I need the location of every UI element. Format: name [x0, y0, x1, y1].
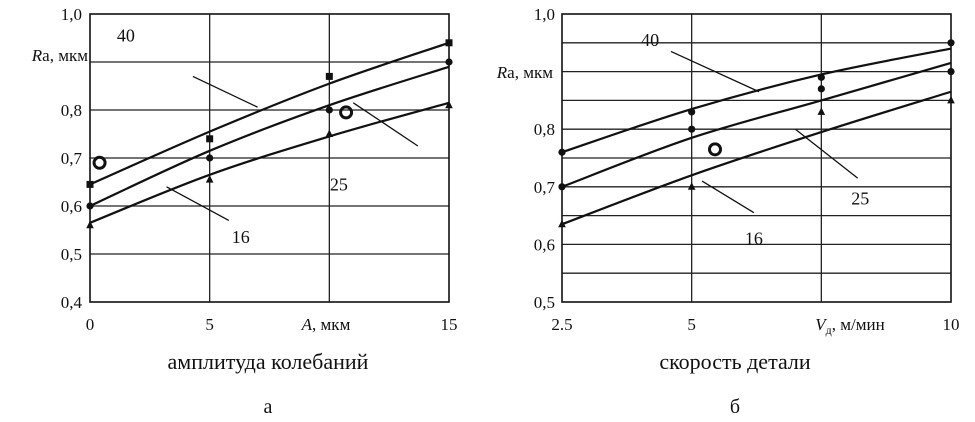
data-point-circle	[325, 106, 333, 114]
y-tick-label: 1,0	[534, 5, 555, 24]
data-point-circle	[558, 183, 566, 191]
y-tick-label: 0,6	[61, 197, 82, 216]
data-point-circle	[86, 202, 94, 210]
y-axis-label-italic: R	[496, 63, 508, 82]
curve-label: 25	[851, 188, 869, 208]
series-line-25	[89, 65, 450, 207]
data-point-triangle	[445, 100, 453, 109]
y-tick-label: 1,0	[61, 5, 82, 24]
leader-line	[192, 75, 258, 108]
leader-line	[670, 50, 760, 93]
leader-line	[701, 180, 755, 214]
leader-line	[166, 186, 230, 221]
plot-frame	[561, 13, 952, 303]
series-line-40	[89, 41, 450, 186]
data-point-circle	[688, 108, 696, 116]
open-circle-marker	[708, 142, 723, 157]
y-axis-label-rest: a, мкм	[42, 46, 88, 65]
y-tick-label: 0,8	[534, 120, 555, 139]
data-point-square	[325, 72, 333, 80]
y-tick-label: 0,7	[61, 149, 83, 168]
curve-label: 25	[330, 174, 348, 194]
x-tick-label: 10	[943, 315, 960, 334]
data-point-triangle	[817, 107, 826, 115]
leader-line	[794, 128, 859, 179]
curve-label: 40	[641, 30, 659, 50]
y-axis-label-rest: a, мкм	[507, 63, 553, 82]
data-point-triangle	[558, 219, 566, 228]
data-point-triangle	[947, 95, 955, 104]
panel-label: б	[730, 396, 740, 418]
series-line-16	[89, 101, 450, 224]
data-point-circle	[206, 154, 214, 162]
series-line-25	[561, 61, 952, 188]
x-axis-label: A, мкм	[301, 315, 351, 334]
x-tick-label: 5	[205, 315, 214, 334]
leader-line	[352, 102, 419, 147]
y-tick-label: 0,5	[534, 293, 555, 312]
plot-frame	[89, 13, 450, 303]
x-tick-label: 5	[687, 315, 696, 334]
x-tick-label: 2.5	[551, 315, 572, 334]
data-point-circle	[558, 148, 566, 156]
curve-label: 40	[117, 26, 135, 46]
open-circle-marker	[92, 155, 107, 170]
x-axis-label-subscript: д	[826, 323, 832, 337]
data-point-circle	[817, 85, 825, 93]
data-point-triangle	[205, 175, 214, 183]
chart-caption: амплитуда колебаний	[168, 349, 369, 374]
y-axis-label-italic: R	[31, 46, 43, 65]
data-point-circle	[947, 68, 955, 76]
y-tick-label: 0,5	[61, 245, 82, 264]
chart-caption: скорость детали	[659, 349, 811, 374]
y-axis-label: Ra, мкм	[496, 63, 553, 82]
x-tick-label: 15	[441, 315, 458, 334]
panel-label: а	[264, 396, 273, 418]
x-axis-label-italic: A	[301, 315, 313, 334]
data-point-triangle	[86, 220, 94, 229]
y-tick-label: 0,6	[534, 235, 555, 254]
y-tick-label: 0,8	[61, 101, 82, 120]
data-point-square	[206, 135, 214, 143]
y-tick-label: 0,7	[534, 178, 556, 197]
x-axis-label-rest: , мкм	[312, 315, 351, 334]
x-tick-label: 0	[86, 315, 95, 334]
x-axis-label: Vд, м/мин	[815, 315, 884, 337]
open-circle-marker	[339, 105, 354, 120]
data-point-circle	[947, 39, 955, 47]
x-axis-label-rest: , м/мин	[832, 315, 885, 334]
data-point-circle	[817, 73, 825, 81]
chart-panel-b: 0,5 0,6 0,7 0,8 1,0 2.5 5 10 Ra, мкм Vд, м/мин 40 2…	[496, 5, 960, 418]
curve-label: 16	[745, 229, 763, 249]
curve-label: 16	[232, 227, 250, 247]
x-axis-label-italic: V	[815, 315, 828, 334]
data-point-triangle	[687, 182, 696, 190]
data-point-square	[445, 39, 453, 47]
y-tick-label: 0,4	[61, 293, 83, 312]
series-line-16	[561, 90, 952, 226]
y-axis-label: Ra, мкм	[31, 46, 88, 65]
chart-panel-a: 0,4 0,5 0,6 0,7 0,8 1,0 0 5 15 Ra, мкм A, мкм 40 25 1…	[31, 5, 458, 418]
data-point-circle	[445, 58, 453, 66]
data-point-triangle	[325, 129, 334, 137]
data-point-square	[86, 180, 94, 188]
data-point-circle	[688, 125, 696, 133]
